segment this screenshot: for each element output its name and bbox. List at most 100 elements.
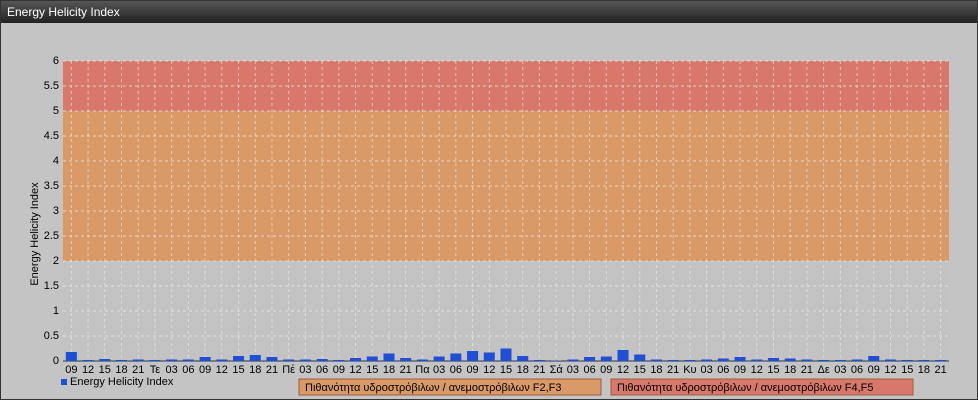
bar [433,356,445,361]
band-legend [298,378,602,396]
x-tick-label: 06 [717,364,729,376]
bar [550,360,562,361]
x-tick-label: 03 [567,364,579,376]
bar [400,358,412,361]
x-tick-label: 15 [901,364,913,376]
bar [584,357,596,361]
bar [935,360,947,361]
x-tick-label: 06 [583,364,595,376]
bar [115,360,128,361]
x-tick-label: 12 [483,364,495,376]
x-tick-label: 09 [734,364,746,376]
x-tick-label: 15 [366,364,378,376]
x-tick-label: 09 [65,364,77,376]
x-tick-label: 18 [650,364,662,376]
x-tick-label: 21 [400,364,412,376]
x-tick-label: 21 [533,364,545,376]
bar [751,359,763,361]
chart: Energy Helicity Index 0 0.5 1 1.5 2 2.5 3 3.5 4 4… [29,55,949,396]
band-legend [610,378,914,396]
bar [366,356,378,361]
bar [316,359,328,361]
y-tick-label: 3 [53,205,59,217]
x-tick-label: 03 [166,364,178,376]
x-tick-label: Πα [415,364,430,376]
bar [166,359,178,361]
bar [483,352,495,361]
bar [901,360,913,361]
bar [834,360,846,361]
bar [784,358,796,361]
bar [233,356,245,361]
x-tick-label: 12 [349,364,361,376]
bar [333,360,345,361]
band-legend-label: Πιθανότητα υδροστρόβιλων / ανεμοστρόβιλω… [617,382,874,394]
x-tick-label: 09 [600,364,612,376]
x-tick-label: 09 [199,364,211,376]
x-tick-label: 21 [667,364,679,376]
x-tick-label: 09 [466,364,478,376]
bar [350,358,362,361]
bar [600,356,612,361]
x-tick-label: 15 [99,364,111,376]
y-tick-label: 3.5 [44,180,59,192]
y-tick-label: 1.5 [44,280,59,292]
x-tick-label: 15 [767,364,779,376]
bar [216,359,228,361]
x-tick-label: 15 [634,364,646,376]
bar [132,359,144,361]
x-tick-label: 12 [216,364,228,376]
legend-label: Energy Helicity Index [70,376,174,388]
bar [667,360,679,361]
bar [99,359,111,361]
x-tick-label: 12 [884,364,896,376]
bar [450,353,462,361]
x-tick-label: Πέ [282,364,295,376]
bar [467,351,479,361]
bar [717,358,729,361]
bar [199,357,211,361]
x-tick-label: 03 [433,364,445,376]
bar [767,358,779,361]
x-tick-label: 12 [617,364,629,376]
x-tick-label: 03 [299,364,311,376]
bar [617,350,629,361]
y-tick-label: 2.5 [44,230,59,242]
bar [266,357,278,361]
y-tick-label: 5.5 [44,80,59,92]
x-tick-label: 21 [266,364,278,376]
bar [868,356,880,361]
bar [517,356,529,361]
bar [567,359,579,361]
x-tick-label: 06 [316,364,328,376]
y-tick-label: 2 [53,255,59,267]
y-tick-label: 5 [53,105,59,117]
bar [634,354,646,361]
x-tick-label: 03 [834,364,846,376]
bar [249,355,261,361]
bar [851,359,863,361]
bar [734,357,746,361]
y-tick-label: 6 [53,55,59,67]
bar [299,359,311,361]
x-tick-label: 15 [232,364,244,376]
band-legend-label: Πιθανότητα υδροστρόβιλων / ανεμοστρόβιλω… [305,382,562,394]
bar [801,359,813,361]
x-tick-label: 21 [132,364,144,376]
bar [818,360,830,361]
x-tick-label: 18 [918,364,930,376]
bar [383,353,395,361]
x-tick-label: 03 [700,364,712,376]
x-tick-label: Σά [550,364,564,376]
x-tick-label: 06 [182,364,194,376]
bar [82,360,94,361]
title-bar: Energy Helicity Index [1,1,977,23]
bar [650,359,662,361]
y-tick-label: 1 [53,305,59,317]
y-axis-label: Energy Helicity Index [29,182,41,286]
x-tick-label: 12 [82,364,94,376]
x-tick-label: 18 [383,364,395,376]
x-tick-label: 18 [249,364,261,376]
x-tick-label: Τε [150,364,161,376]
